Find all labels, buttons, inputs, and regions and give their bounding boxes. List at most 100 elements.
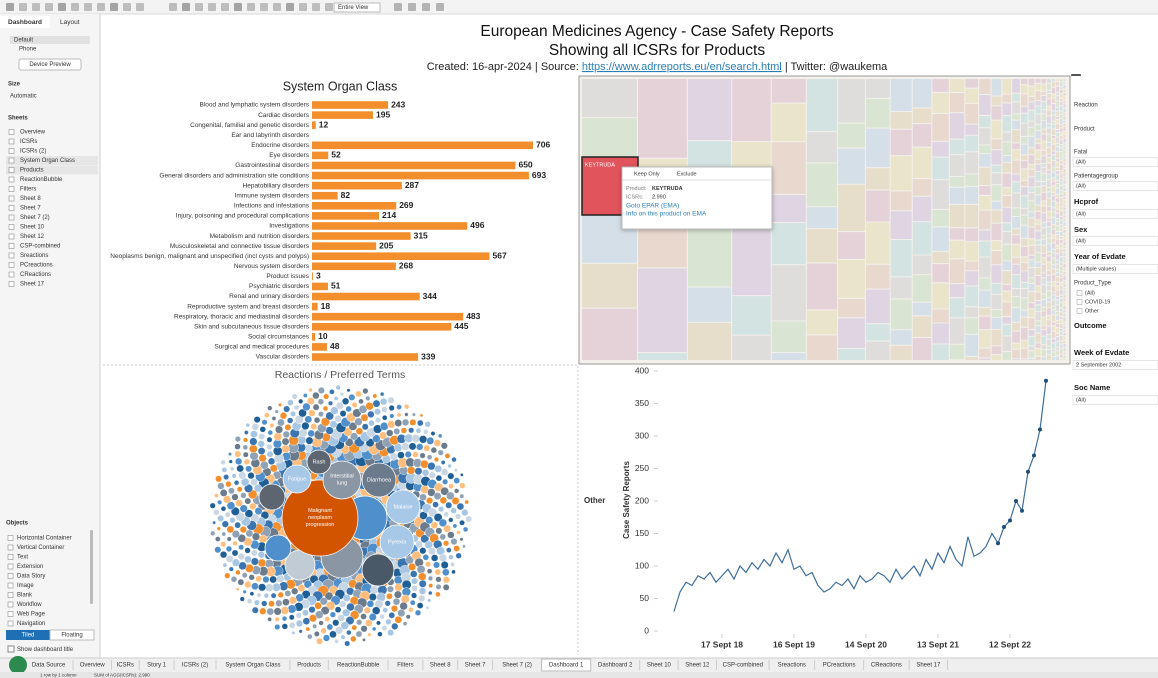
sheet-tab[interactable]: System Organ Class bbox=[225, 663, 280, 669]
sheet-tab[interactable]: Sheet 8 bbox=[430, 663, 451, 669]
filter-checkbox[interactable] bbox=[1076, 308, 1083, 314]
toolbar-icon[interactable] bbox=[260, 3, 268, 11]
sheet-item[interactable]: Sreactions bbox=[20, 253, 48, 259]
toolbar-icon[interactable] bbox=[123, 3, 131, 11]
toolbar-icon[interactable] bbox=[136, 3, 144, 11]
filter-dropdown[interactable] bbox=[1072, 157, 1158, 167]
sheet-tab[interactable]: Sheet 10 bbox=[647, 663, 672, 669]
device[interactable]: Default bbox=[14, 38, 33, 44]
sheet-tab[interactable]: Overview bbox=[80, 663, 106, 669]
sheet-item[interactable]: PCreactions bbox=[20, 263, 53, 269]
object-item[interactable]: Web Page bbox=[17, 612, 46, 618]
object-item[interactable]: Extension bbox=[17, 564, 43, 570]
object-item[interactable]: Workflow bbox=[17, 602, 42, 608]
sheet-tab[interactable]: Data Source bbox=[32, 663, 66, 669]
tooltip-link[interactable]: Goto EPAR (EMA) bbox=[626, 203, 679, 210]
device[interactable]: Phone bbox=[19, 47, 37, 53]
sheet-tab[interactable]: Dashboard 2 bbox=[598, 663, 633, 669]
toolbar-icon[interactable] bbox=[273, 3, 281, 11]
toolbar-icon[interactable] bbox=[422, 3, 430, 11]
sheet-tab[interactable]: Sheet 7 bbox=[465, 663, 486, 669]
filter-dropdown[interactable] bbox=[1072, 236, 1158, 246]
toolbar-icon[interactable] bbox=[71, 3, 79, 11]
sheet-item[interactable]: System Organ Class bbox=[20, 158, 75, 164]
size-value[interactable]: Automatic bbox=[10, 94, 37, 100]
toolbar-icon[interactable] bbox=[394, 3, 402, 11]
filter-dropdown[interactable] bbox=[1072, 209, 1158, 219]
sheet-item[interactable]: CSP-combined bbox=[20, 244, 60, 250]
sheet-tab[interactable]: Sheet 7 (2) bbox=[502, 663, 532, 669]
sheet-item[interactable]: CReactions bbox=[20, 272, 51, 278]
sheet-tab[interactable]: Dashboard 1 bbox=[549, 663, 584, 669]
sheet-tab[interactable]: ICSRs bbox=[117, 663, 134, 669]
object-item[interactable]: Vertical Container bbox=[17, 545, 64, 551]
filter-checkbox[interactable] bbox=[1076, 290, 1083, 296]
sheet-item[interactable]: Sheet 12 bbox=[20, 234, 45, 240]
toolbar-icon[interactable] bbox=[299, 3, 307, 11]
object-item[interactable]: Blank bbox=[17, 593, 33, 599]
toolbar-icon[interactable] bbox=[97, 3, 105, 11]
floating-button[interactable] bbox=[49, 629, 95, 641]
toolbar-icon[interactable] bbox=[32, 3, 40, 11]
toolbar-icon[interactable] bbox=[195, 3, 203, 11]
toolbar-icon[interactable] bbox=[58, 3, 66, 11]
tab[interactable]: Dashboard bbox=[8, 19, 42, 26]
tab[interactable]: Layout bbox=[60, 19, 80, 26]
toolbar-icon[interactable] bbox=[325, 3, 333, 11]
sheet-item[interactable]: ICSRs (2) bbox=[20, 149, 46, 155]
object-item[interactable]: Data Story bbox=[17, 574, 45, 580]
sheet-item[interactable]: ReactionBubble bbox=[20, 177, 63, 183]
source-link[interactable]: https://www.adrreports.eu/en/search.html bbox=[582, 61, 782, 73]
toolbar-icon[interactable] bbox=[45, 3, 53, 11]
toolbar-icon[interactable] bbox=[6, 3, 14, 11]
keep-only[interactable]: Keep Only bbox=[634, 171, 660, 177]
toolbar-icon[interactable] bbox=[84, 3, 92, 11]
toolbar-icon[interactable] bbox=[169, 3, 177, 11]
sheet-item[interactable]: ICSRs bbox=[20, 139, 37, 145]
toolbar-icon[interactable] bbox=[182, 3, 190, 11]
sheet-item[interactable]: Overview bbox=[20, 130, 46, 136]
sheet-tab[interactable]: Sheet 17 bbox=[916, 663, 941, 669]
preview-button[interactable] bbox=[18, 58, 82, 71]
filter-dropdown[interactable] bbox=[1072, 360, 1158, 370]
toolbar-icon[interactable] bbox=[110, 3, 118, 11]
toolbar-icon[interactable] bbox=[234, 3, 242, 11]
sheet-item[interactable]: Filters bbox=[20, 187, 36, 193]
sheet-tab[interactable]: Sreactions bbox=[778, 663, 806, 669]
checkbox[interactable] bbox=[7, 645, 15, 653]
sheet-tab[interactable]: CSP-combined bbox=[723, 663, 763, 669]
sheet-item[interactable]: Sheet 7 bbox=[20, 206, 41, 212]
data-source-icon[interactable] bbox=[9, 656, 27, 674]
sheet-tab[interactable]: Products bbox=[297, 663, 321, 669]
toolbar-icon[interactable] bbox=[286, 3, 294, 11]
sheet-tab[interactable]: Sheet 12 bbox=[685, 663, 710, 669]
sheet-tab[interactable]: Filters bbox=[397, 663, 413, 669]
toolbar-icon[interactable] bbox=[408, 3, 416, 11]
object-item[interactable]: Navigation bbox=[17, 621, 45, 627]
filter-dropdown[interactable] bbox=[1072, 181, 1158, 191]
filter-dropdown[interactable] bbox=[1072, 395, 1158, 405]
fit-dropdown[interactable] bbox=[333, 2, 381, 13]
sheet-tab[interactable]: PCreactions bbox=[823, 663, 856, 669]
toolbar-icon[interactable] bbox=[221, 3, 229, 11]
sheet-item[interactable]: Sheet 8 bbox=[20, 196, 41, 202]
toolbar-icon[interactable] bbox=[247, 3, 255, 11]
object-item[interactable]: Image bbox=[17, 583, 34, 589]
object-item[interactable]: Horizontal Container bbox=[17, 536, 72, 542]
toolbar-icon[interactable] bbox=[19, 3, 27, 11]
sheet-tab[interactable]: ReactionBubble bbox=[337, 663, 380, 669]
toolbar-icon[interactable] bbox=[312, 3, 320, 11]
sheet-tab[interactable]: ICSRs (2) bbox=[182, 663, 208, 669]
filter-dropdown[interactable] bbox=[1072, 264, 1158, 274]
sheet-item[interactable]: Sheet 7 (2) bbox=[20, 215, 50, 221]
sheet-item[interactable]: Sheet 10 bbox=[20, 225, 45, 231]
sheet-tab[interactable]: Story 1 bbox=[147, 663, 167, 669]
tooltip-link[interactable]: Info on this product on EMA bbox=[626, 211, 707, 218]
sheet-item[interactable]: Sheet 17 bbox=[20, 282, 45, 288]
toolbar-icon[interactable] bbox=[208, 3, 216, 11]
toolbar-icon[interactable] bbox=[436, 3, 444, 11]
sheet-item[interactable]: Products bbox=[20, 168, 44, 174]
filter-checkbox[interactable] bbox=[1076, 299, 1083, 305]
object-item[interactable]: Text bbox=[17, 555, 28, 561]
sheet-tab[interactable]: CReactions bbox=[871, 663, 902, 669]
